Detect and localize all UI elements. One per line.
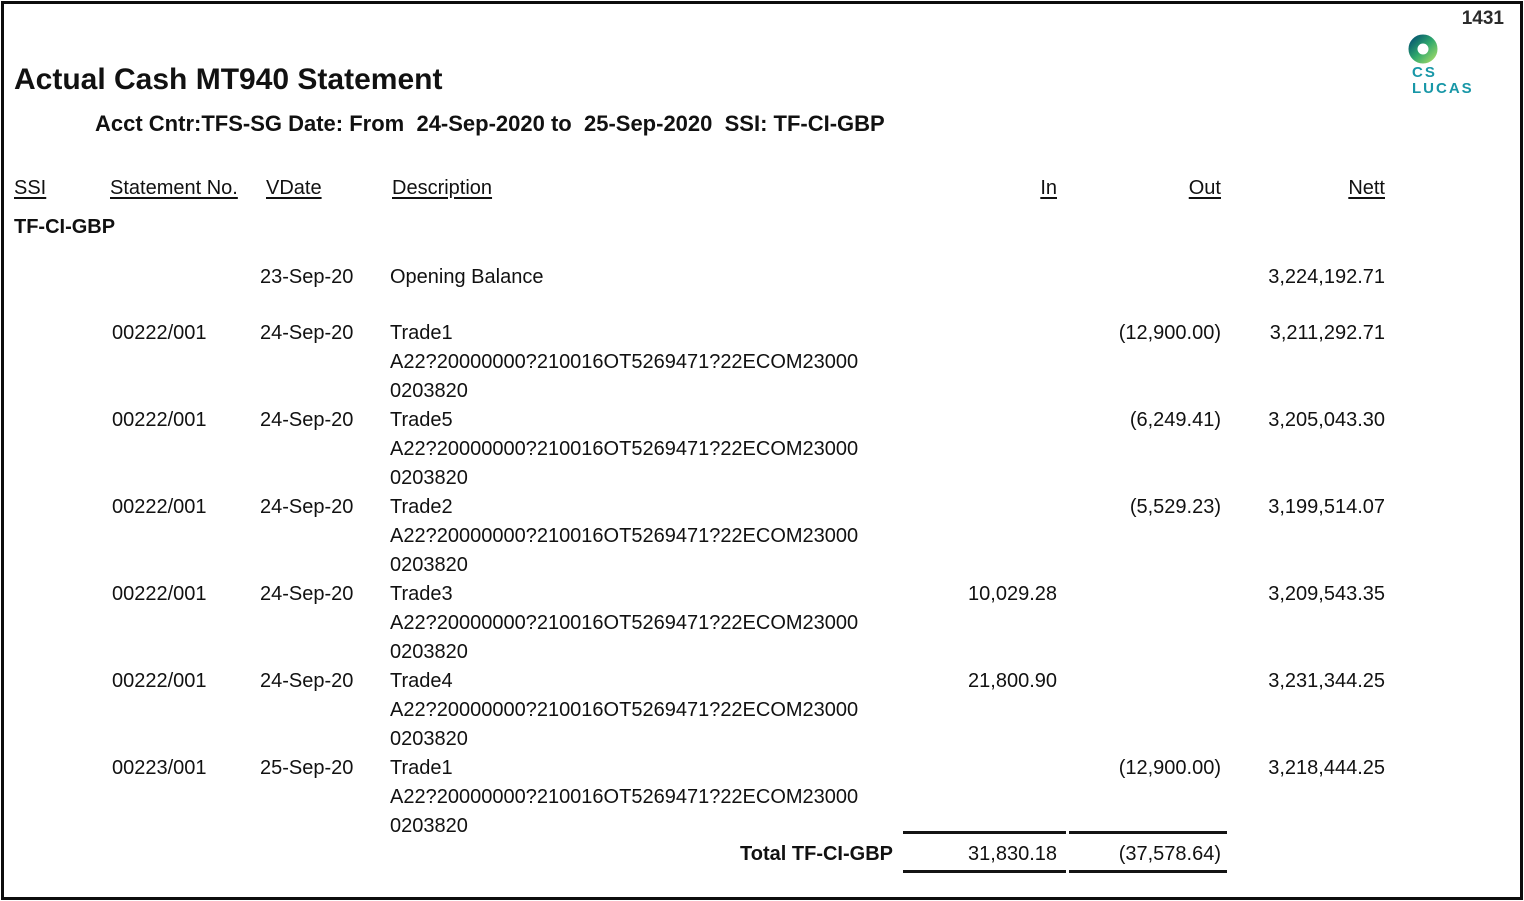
cell-description: Trade1 A22?20000000?210016OT5269471?22EC… — [390, 319, 930, 406]
description-line: A22?20000000?210016OT5269471?22ECOM23000 — [390, 438, 859, 460]
description-line: 0203820 — [390, 728, 468, 750]
cell-in: 10,029.28 — [968, 583, 1057, 605]
column-header-in: In — [1040, 177, 1057, 199]
logo-text-cs: CS — [1412, 64, 1437, 81]
cell-statement-no: 00222/001 — [112, 409, 207, 431]
cell-statement-no: 00222/001 — [112, 496, 207, 518]
cell-nett: 3,211,292.71 — [1269, 322, 1385, 344]
description-line: A22?20000000?210016OT5269471?22ECOM23000 — [390, 351, 859, 373]
column-header-statement-no: Statement No. — [110, 177, 238, 199]
total-in: 31,830.18 — [968, 843, 1057, 865]
column-header-ssi: SSI — [14, 177, 47, 199]
cell-vdate: 23-Sep-20 — [260, 266, 354, 288]
cell-vdate: 24-Sep-20 — [260, 583, 354, 605]
description-line: 0203820 — [390, 467, 468, 489]
cell-nett: 3,231,344.25 — [1268, 670, 1385, 692]
column-header-description: Description — [392, 177, 493, 199]
cell-statement-no: 00222/001 — [112, 583, 207, 605]
description-line: 0203820 — [390, 641, 468, 663]
ssi-group-label: TF-CI-GBP — [14, 216, 116, 238]
column-header-vdate: VDate — [266, 177, 322, 199]
table-header-row: SSI Statement No. VDate Description In O… — [0, 174, 1524, 203]
description-line: 0203820 — [390, 554, 468, 576]
cell-statement-no: 00222/001 — [112, 670, 207, 692]
cell-nett: 3,205,043.30 — [1268, 409, 1385, 431]
total-rule-bottom-in — [903, 870, 1066, 873]
total-rule-top-in — [903, 831, 1066, 834]
logo-ring-icon — [1408, 34, 1438, 64]
description-line: A22?20000000?210016OT5269471?22ECOM23000 — [390, 699, 859, 721]
cell-in: 21,800.90 — [968, 670, 1057, 692]
cell-vdate: 24-Sep-20 — [260, 670, 354, 692]
total-rule-top-out — [1069, 831, 1227, 834]
logo-text-lucas: LUCAS — [1412, 80, 1474, 97]
cell-nett: 3,199,514.07 — [1268, 496, 1385, 518]
cell-out: (5,529.23) — [1129, 496, 1221, 518]
cell-vdate: 24-Sep-20 — [260, 409, 354, 431]
cell-nett: 3,209,543.35 — [1268, 583, 1385, 605]
description-line: Trade1 — [390, 322, 453, 344]
cell-vdate: 25-Sep-20 — [260, 757, 354, 779]
total-out: (37,578.64) — [1118, 843, 1221, 865]
description-line: Trade4 — [390, 670, 453, 692]
column-header-nett: Nett — [1348, 177, 1385, 199]
cell-vdate: 24-Sep-20 — [260, 496, 354, 518]
description-line: A22?20000000?210016OT5269471?22ECOM23000 — [390, 525, 859, 547]
description-line: Trade3 — [390, 583, 453, 605]
cell-out: (6,249.41) — [1129, 409, 1221, 431]
description-line: Trade2 — [390, 496, 453, 518]
cell-out: (12,900.00) — [1118, 322, 1221, 344]
page-number: 1431 — [1461, 8, 1504, 29]
cell-description: Trade3 A22?20000000?210016OT5269471?22EC… — [390, 580, 930, 667]
description-line: Trade5 — [390, 409, 453, 431]
cell-statement-no: 00222/001 — [112, 322, 207, 344]
column-header-out: Out — [1188, 177, 1221, 199]
cell-out: (12,900.00) — [1118, 757, 1221, 779]
cell-description: Trade2 A22?20000000?210016OT5269471?22EC… — [390, 493, 930, 580]
cell-description: Opening Balance — [390, 263, 930, 292]
total-rule-bottom-out — [1069, 870, 1227, 873]
total-label: Total TF-CI-GBP — [740, 843, 893, 865]
cell-vdate: 24-Sep-20 — [260, 322, 354, 344]
cell-nett: 3,224,192.71 — [1268, 266, 1385, 288]
description-line: 0203820 — [390, 815, 468, 837]
description-line: Trade1 — [390, 757, 453, 779]
description-line: 0203820 — [390, 380, 468, 402]
description-line: A22?20000000?210016OT5269471?22ECOM23000 — [390, 612, 859, 634]
report-subtitle: Acct Cntr:TFS-SG Date: From 24-Sep-2020 … — [95, 111, 885, 136]
description-line: Opening Balance — [390, 266, 544, 288]
report-title: Actual Cash MT940 Statement — [14, 63, 443, 96]
cell-description: Trade5 A22?20000000?210016OT5269471?22EC… — [390, 406, 930, 493]
cell-description: Trade4 A22?20000000?210016OT5269471?22EC… — [390, 667, 930, 754]
cell-description: Trade1 A22?20000000?210016OT5269471?22EC… — [390, 754, 930, 841]
description-line: A22?20000000?210016OT5269471?22ECOM23000 — [390, 786, 859, 808]
cell-statement-no: 00223/001 — [112, 757, 207, 779]
cell-nett: 3,218,444.25 — [1268, 757, 1385, 779]
